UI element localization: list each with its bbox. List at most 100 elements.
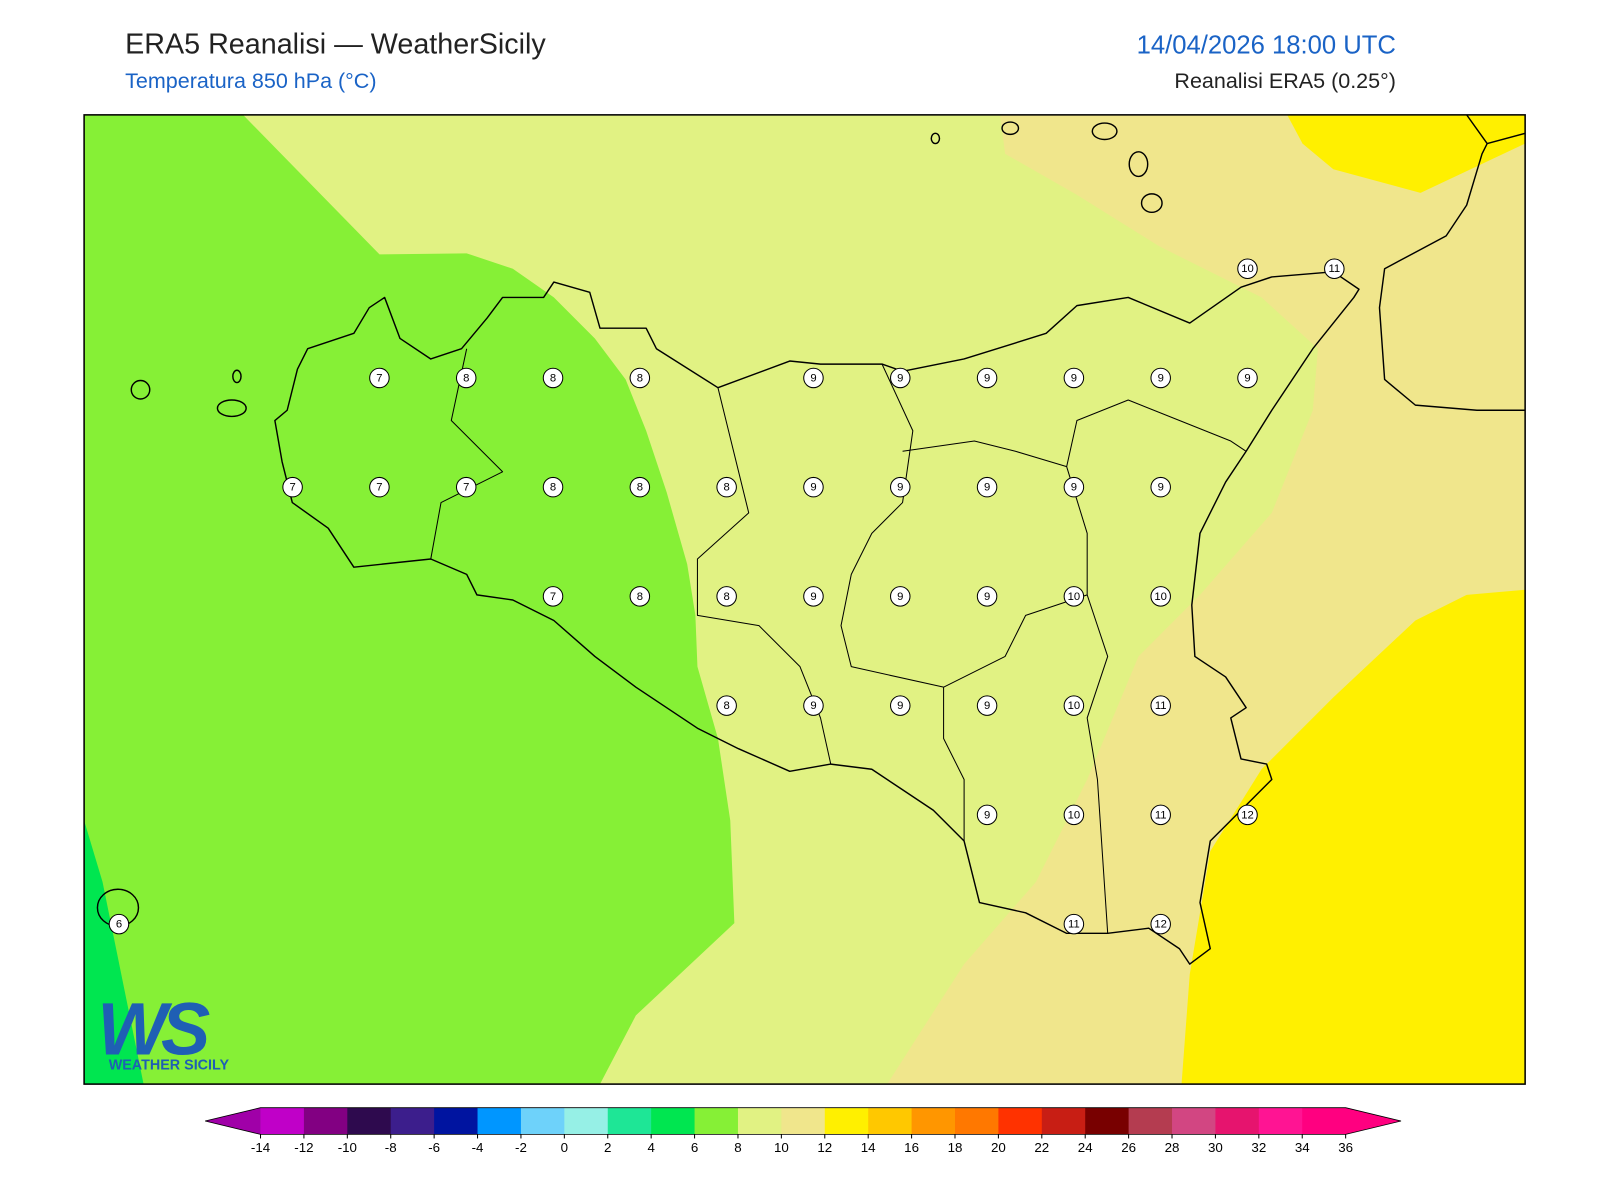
station-value: 9 <box>810 591 816 603</box>
field-12-14 <box>1181 589 1526 1085</box>
station-marker <box>455 476 477 498</box>
station-marker <box>803 367 824 389</box>
station-marker <box>629 586 651 607</box>
colorbar-tick-label: 4 <box>647 1140 655 1155</box>
station: 8 <box>716 476 737 498</box>
colorbar-tick-label: 8 <box>734 1140 741 1155</box>
colorbar-cell <box>954 1107 999 1135</box>
colorbar-cell <box>998 1107 1043 1135</box>
station-marker <box>1150 804 1171 826</box>
station-marker <box>1324 258 1345 279</box>
station: 9 <box>976 476 998 498</box>
station: 9 <box>976 804 998 826</box>
station-value: 8 <box>550 372 556 384</box>
station-marker <box>716 695 737 716</box>
station-marker <box>542 476 564 498</box>
logo-caption: WEATHER SICILY <box>109 1058 230 1074</box>
station: 9 <box>890 367 911 389</box>
station: 9 <box>803 695 824 716</box>
station-marker <box>1063 367 1085 389</box>
station-marker <box>629 367 651 389</box>
colorbar-cell <box>1172 1107 1216 1135</box>
station-marker <box>976 695 998 716</box>
station-value: 7 <box>463 482 469 494</box>
station: 8 <box>629 367 651 389</box>
island <box>1140 193 1163 214</box>
station-value: 10 <box>1068 809 1081 821</box>
station: 6 <box>108 913 130 935</box>
colorbar-cell <box>260 1107 305 1135</box>
station: 9 <box>803 586 824 607</box>
station-value: 8 <box>724 700 730 712</box>
colorbar-cell <box>303 1107 348 1135</box>
station-marker <box>803 695 824 716</box>
colorbar-tick-label: 30 <box>1208 1140 1223 1155</box>
station-marker <box>1150 476 1171 498</box>
station: 8 <box>542 367 564 389</box>
station-value: 11 <box>1328 263 1340 275</box>
station: 9 <box>976 695 998 716</box>
station-value: 12 <box>1241 809 1254 821</box>
colorbar-tick-label: 22 <box>1034 1140 1049 1155</box>
station-value: 10 <box>1068 591 1081 603</box>
island <box>130 379 151 400</box>
station-value: 8 <box>724 591 730 603</box>
logo-mark: WS <box>97 987 210 1070</box>
station-value: 9 <box>897 372 903 384</box>
station-value: 7 <box>550 591 556 603</box>
colorbar-cell <box>564 1107 609 1135</box>
field-4-6 <box>84 820 144 1085</box>
station-value: 8 <box>637 591 643 603</box>
title: ERA5 Reanalisi — WeatherSicily <box>125 28 546 60</box>
station: 9 <box>1063 476 1085 498</box>
colorbar-tick-label: 16 <box>904 1140 919 1155</box>
colorbar-cell <box>1041 1107 1086 1135</box>
station-value: 9 <box>1071 482 1077 494</box>
station-marker <box>1063 476 1085 498</box>
station-value: 10 <box>1241 263 1254 275</box>
station: 9 <box>976 586 998 607</box>
stations: 10 11 7 8 8 8 9 9 9 9 9 9 7 7 7 8 8 8 9 9 9 9 9 7 8 8 9 9 9 10 10 8 9 9 9 1… <box>108 258 1345 935</box>
station-value: 9 <box>897 700 903 712</box>
station-value: 9 <box>984 809 990 821</box>
subtitle: Temperatura 850 hPa (°C) <box>125 69 376 93</box>
colorbar: -14 -12 -10 -8 -6 -4 -2 0 2 4 6 8 10 12 14 16 18 20 22 24 26… <box>205 1107 1402 1155</box>
colorbar-tick-label: -4 <box>472 1140 484 1155</box>
station-value: 9 <box>897 482 903 494</box>
station: 10 <box>1063 804 1085 826</box>
station: 9 <box>803 476 824 498</box>
station-value: 10 <box>1068 700 1081 712</box>
station-marker <box>108 913 130 935</box>
colorbar-cell <box>1215 1107 1260 1135</box>
station: 8 <box>716 586 737 607</box>
station: 11 <box>1063 913 1085 935</box>
island <box>930 132 941 145</box>
station-value: 9 <box>984 372 990 384</box>
colorbar-tick-label: 6 <box>691 1140 698 1155</box>
station: 9 <box>1237 367 1258 389</box>
colorbar-extend-high <box>1345 1107 1402 1135</box>
colorbar-tick-label: 2 <box>604 1140 611 1155</box>
station-value: 9 <box>984 591 990 603</box>
station: 12 <box>1150 913 1171 935</box>
station-value: 7 <box>376 372 382 384</box>
station: 8 <box>716 695 737 716</box>
station-marker <box>976 476 998 498</box>
station-marker <box>1063 695 1085 716</box>
colorbar-tick-label: 24 <box>1078 1140 1093 1155</box>
station: 7 <box>282 476 303 498</box>
colorbar-cell <box>607 1107 652 1135</box>
station-marker <box>976 804 998 826</box>
station: 10 <box>1150 586 1171 607</box>
station-value: 11 <box>1155 700 1167 712</box>
station-marker <box>1063 804 1085 826</box>
station: 7 <box>369 476 390 498</box>
station-value: 6 <box>116 919 122 931</box>
island <box>1128 151 1149 178</box>
station-marker <box>1150 367 1171 389</box>
station-marker <box>803 476 824 498</box>
colorbar-tick-label: -2 <box>515 1140 527 1155</box>
station: 7 <box>542 586 564 607</box>
colorbar-cell <box>477 1107 522 1135</box>
